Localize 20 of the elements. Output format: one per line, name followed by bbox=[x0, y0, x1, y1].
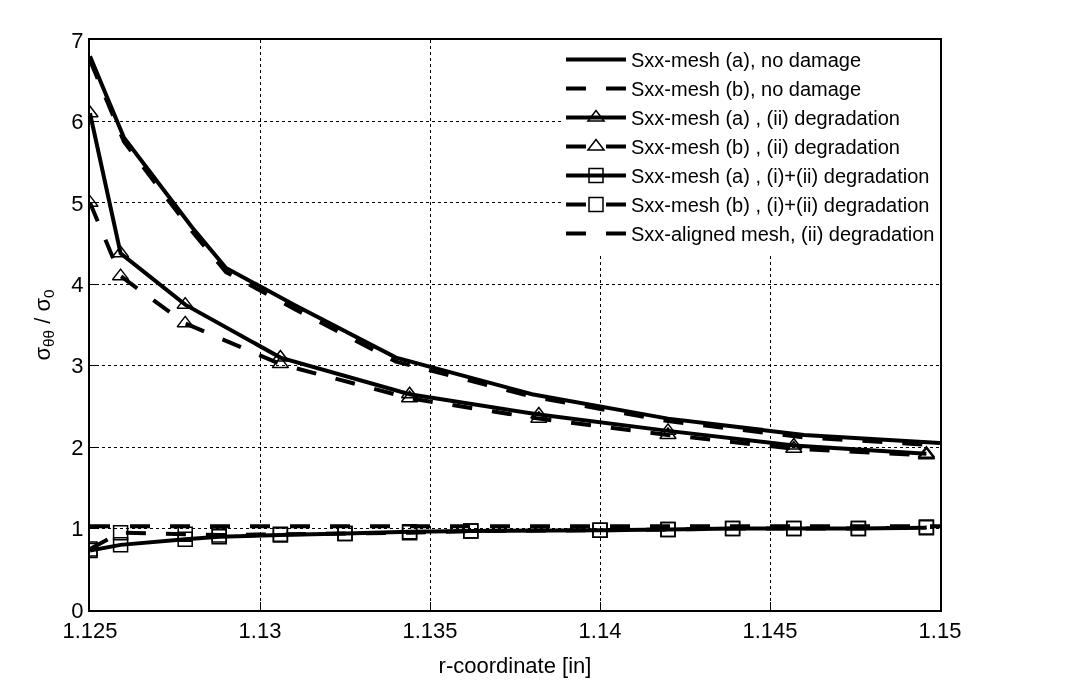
x-axis-title: r-coordinate [in] bbox=[438, 652, 592, 678]
y-tick-label: 2 bbox=[71, 434, 84, 460]
legend-label: Sxx-mesh (a), no damage bbox=[631, 49, 862, 72]
y-tick-label: 3 bbox=[71, 353, 84, 379]
legend-label: Sxx-mesh (a) , (i)+(ii) degradation bbox=[631, 165, 930, 188]
x-tick-label: 1.13 bbox=[238, 618, 282, 644]
legend-label: Sxx-mesh (a) , (ii) degradation bbox=[631, 107, 900, 130]
y-tick-label: 1 bbox=[71, 516, 84, 542]
legend-label: Sxx-mesh (b) , (i)+(ii) degradation bbox=[631, 194, 930, 217]
legend-label: Sxx-mesh (b), no damage bbox=[631, 78, 862, 101]
legend-label: Sxx-mesh (b) , (ii) degradation bbox=[631, 136, 900, 159]
y-tick-label: 7 bbox=[71, 27, 84, 53]
x-tick-label: 1.145 bbox=[742, 618, 798, 644]
y-tick-label: 5 bbox=[71, 190, 84, 216]
y-tick-label: 6 bbox=[71, 109, 84, 135]
legend-label: Sxx-aligned mesh, (ii) degradation bbox=[631, 223, 935, 246]
x-tick-label: 1.14 bbox=[578, 618, 622, 644]
x-tick-label: 1.15 bbox=[918, 618, 962, 644]
x-tick-label: 1.135 bbox=[402, 618, 458, 644]
y-tick-label: 4 bbox=[71, 271, 84, 297]
